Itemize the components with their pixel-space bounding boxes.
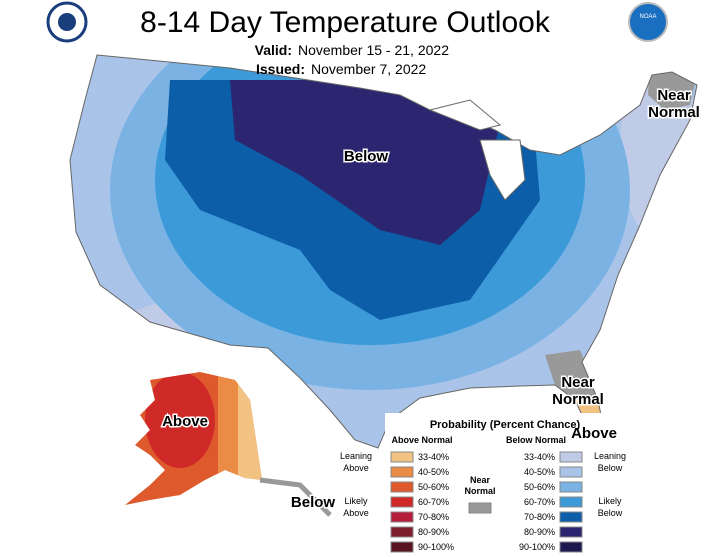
- legend-swatch: [390, 466, 414, 478]
- valid-text: November 15 - 21, 2022: [298, 42, 449, 58]
- map-label: Above: [162, 413, 208, 430]
- legend-range: 80-90%: [524, 527, 555, 537]
- legend-swatch: [559, 451, 583, 463]
- legend-swatch: [559, 541, 583, 553]
- legend-swatch: [390, 496, 414, 508]
- legend-range: 70-80%: [418, 512, 449, 522]
- legend-swatch: [559, 526, 583, 538]
- legend-swatch: [559, 496, 583, 508]
- legend-near-label: Normal: [464, 486, 495, 496]
- map-label: Near: [561, 374, 595, 391]
- legend-swatch: [559, 511, 583, 523]
- legend-box: [385, 413, 643, 555]
- legend-swatch: [390, 481, 414, 493]
- map-label: Below: [344, 148, 389, 165]
- legend-near-swatch: [468, 502, 492, 514]
- map-label: Normal: [648, 104, 700, 121]
- noaa-logo: [628, 2, 668, 42]
- doc-logo-center: [58, 13, 76, 31]
- legend-group: Leaning: [594, 451, 626, 461]
- valid-label: Valid:: [255, 42, 292, 58]
- legend-swatch: [390, 451, 414, 463]
- legend-group: Leaning: [340, 451, 372, 461]
- great-lakes: [428, 99, 526, 201]
- title: 8-14 Day Temperature Outlook: [140, 6, 551, 39]
- legend-range: 60-70%: [524, 497, 555, 507]
- map-label: Normal: [552, 391, 604, 408]
- legend-swatch: [559, 466, 583, 478]
- legend-group: Below: [598, 508, 623, 518]
- legend-range: 80-90%: [418, 527, 449, 537]
- legend-group: Above: [343, 508, 369, 518]
- legend-group: Likely: [598, 496, 622, 506]
- map-label: Below: [291, 494, 336, 511]
- legend-group: Below: [598, 463, 623, 473]
- legend-range: 50-60%: [418, 482, 449, 492]
- legend-swatch: [390, 541, 414, 553]
- legend-above-header: Above Normal: [391, 435, 452, 445]
- legend-range: 40-50%: [418, 467, 449, 477]
- map-label: Near: [657, 87, 691, 104]
- legend-range: 40-50%: [524, 467, 555, 477]
- legend-range: 90-100%: [519, 542, 555, 552]
- alaska-shading: [125, 372, 262, 505]
- alaska-panhandle: [259, 477, 332, 517]
- legend-range: 60-70%: [418, 497, 449, 507]
- legend-range: 33-40%: [418, 452, 449, 462]
- legend-range: 70-80%: [524, 512, 555, 522]
- legend-swatch: [390, 526, 414, 538]
- issued-text: November 7, 2022: [311, 61, 426, 77]
- noaa-logo-text: NOAA: [639, 14, 656, 20]
- legend-group: Above: [343, 463, 369, 473]
- legend-below-header: Below Normal: [506, 435, 566, 445]
- legend-near-label: Near: [470, 475, 491, 485]
- legend-title: Probability (Percent Chance): [430, 419, 581, 431]
- issued-label: Issued:: [256, 61, 305, 77]
- legend-swatch: [559, 481, 583, 493]
- legend-range: 33-40%: [524, 452, 555, 462]
- legend-range: 90-100%: [418, 542, 454, 552]
- map-label: Above: [571, 425, 617, 442]
- legend-group: Likely: [344, 496, 368, 506]
- legend-swatch: [390, 511, 414, 523]
- legend-range: 50-60%: [524, 482, 555, 492]
